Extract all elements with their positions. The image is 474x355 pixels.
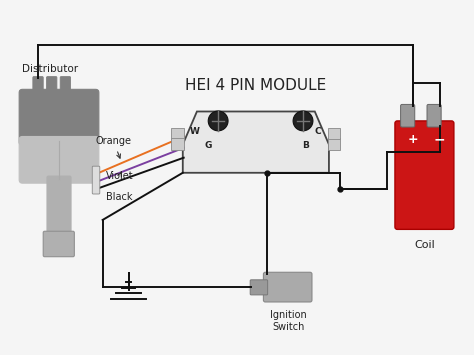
FancyBboxPatch shape	[60, 77, 71, 94]
FancyBboxPatch shape	[47, 176, 71, 235]
Text: Black: Black	[106, 192, 132, 202]
FancyBboxPatch shape	[328, 138, 340, 150]
FancyBboxPatch shape	[92, 166, 100, 194]
Text: Violet: Violet	[106, 171, 134, 181]
Circle shape	[293, 111, 313, 131]
Text: C: C	[315, 127, 321, 136]
Polygon shape	[183, 111, 329, 173]
Text: Orange: Orange	[96, 136, 132, 158]
Text: −: −	[433, 133, 445, 147]
FancyBboxPatch shape	[33, 77, 43, 94]
FancyBboxPatch shape	[328, 127, 340, 139]
FancyBboxPatch shape	[46, 77, 57, 94]
FancyBboxPatch shape	[427, 104, 441, 127]
FancyBboxPatch shape	[395, 121, 454, 229]
FancyBboxPatch shape	[19, 89, 99, 146]
FancyBboxPatch shape	[264, 272, 312, 302]
FancyBboxPatch shape	[250, 280, 268, 295]
Text: HEI 4 PIN MODULE: HEI 4 PIN MODULE	[185, 78, 327, 93]
FancyBboxPatch shape	[401, 104, 415, 127]
FancyBboxPatch shape	[19, 136, 99, 183]
Text: G: G	[204, 141, 211, 151]
Text: B: B	[302, 141, 309, 151]
FancyBboxPatch shape	[172, 127, 184, 139]
Text: Coil: Coil	[414, 240, 435, 250]
Circle shape	[208, 111, 228, 131]
Text: Ignition
Switch: Ignition Switch	[271, 310, 307, 332]
Text: Distributor: Distributor	[22, 64, 79, 74]
FancyBboxPatch shape	[43, 231, 74, 257]
Text: W: W	[190, 127, 200, 136]
Text: +: +	[408, 133, 418, 146]
FancyBboxPatch shape	[172, 138, 184, 150]
